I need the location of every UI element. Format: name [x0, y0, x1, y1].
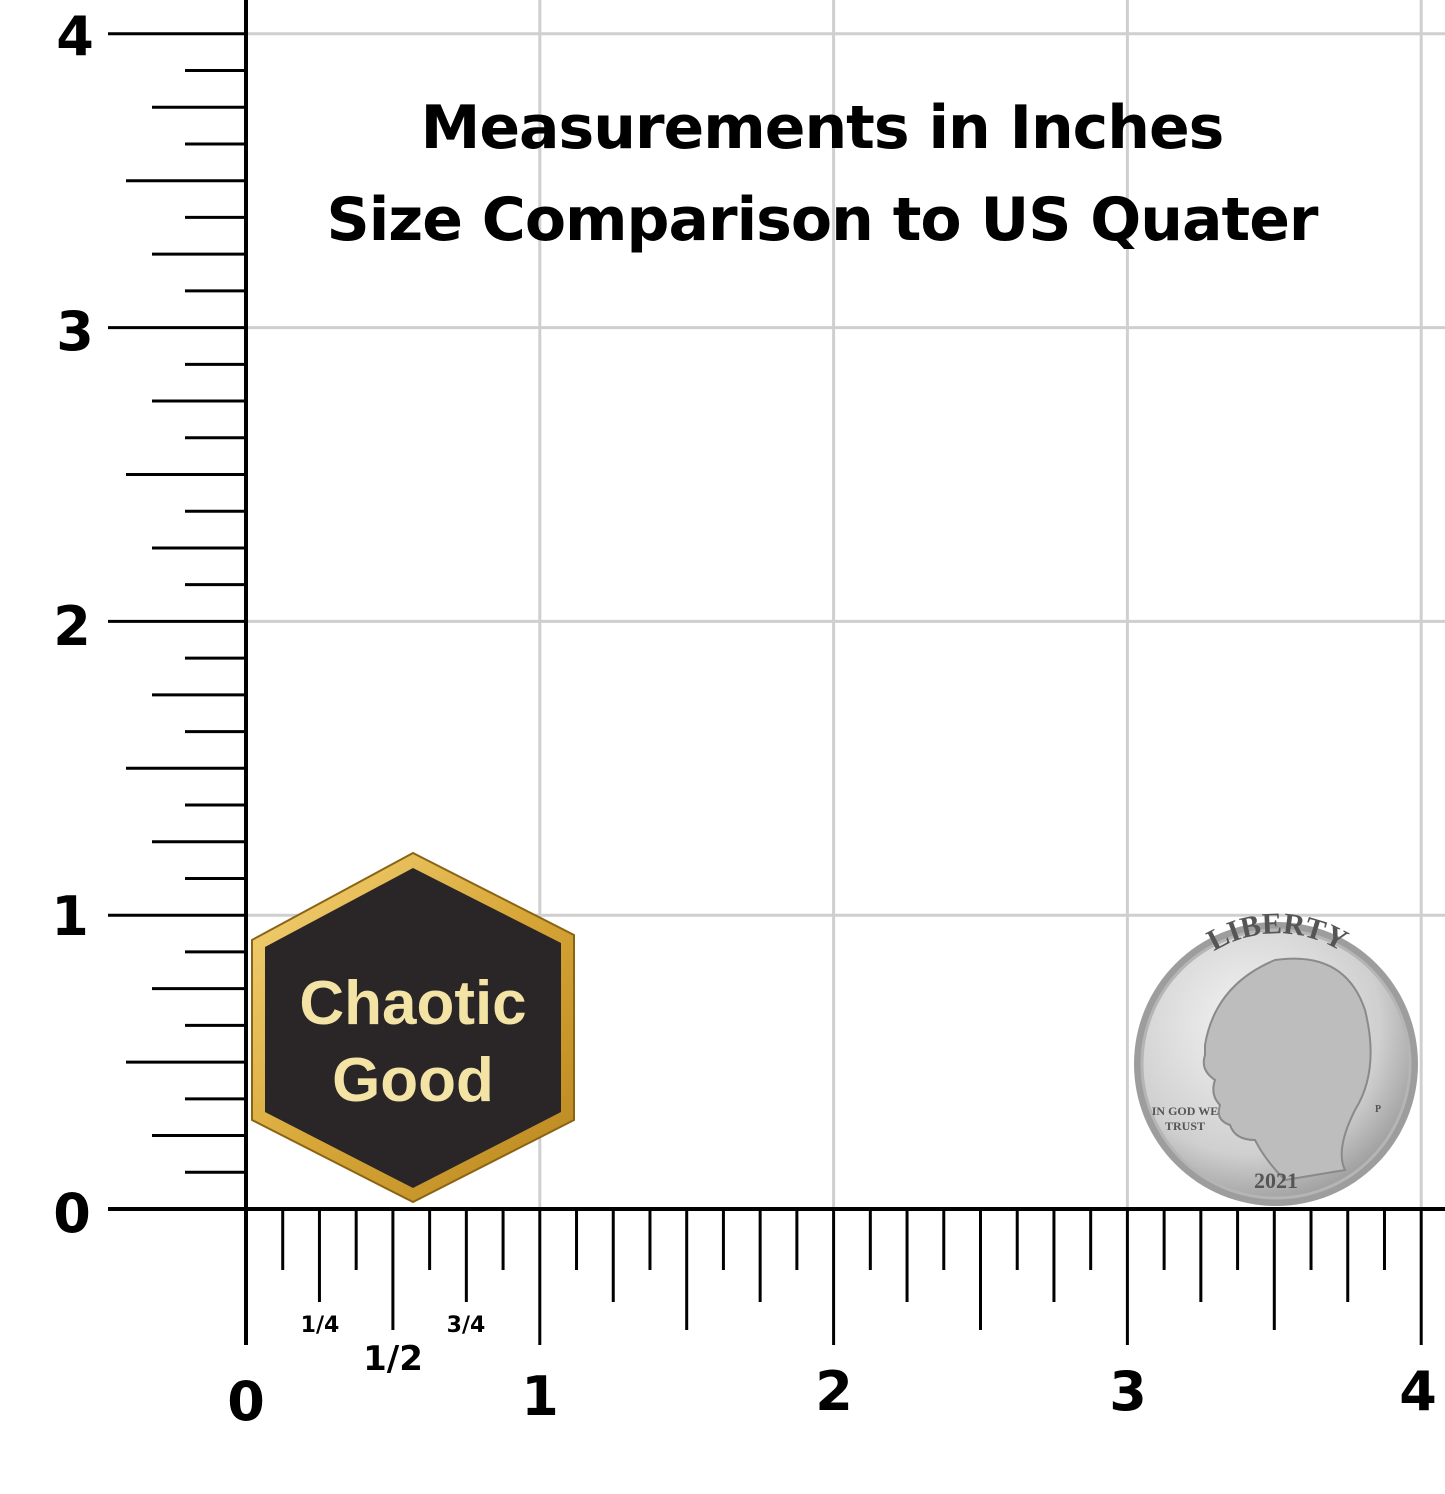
y-label: 3 [56, 300, 94, 363]
x-label: 2 [815, 1360, 853, 1423]
x-label: 0 [227, 1370, 265, 1433]
enamel-pin: Chaotic Good [251, 851, 575, 1204]
quarter-coin: LIBERTY IN GOD WE TRUST 2021 P [1134, 907, 1418, 1206]
pin-text: Good [332, 1046, 494, 1115]
x-label: 1 [521, 1365, 559, 1428]
y-label: 1 [51, 885, 89, 948]
y-label: 2 [53, 595, 91, 658]
pin-text: Chaotic [299, 969, 526, 1038]
pin-face [265, 868, 561, 1188]
fraction-label: 3/4 [447, 1313, 486, 1338]
y-label: 4 [56, 5, 94, 68]
title-line: Measurements in Inches [421, 93, 1224, 163]
fraction-label: 1/4 [301, 1313, 340, 1338]
coin-motto: IN GOD WE [1152, 1104, 1218, 1118]
coin-motto: TRUST [1165, 1119, 1205, 1133]
y-label: 0 [53, 1182, 91, 1245]
coin-mint: P [1375, 1104, 1381, 1115]
x-label: 4 [1399, 1360, 1437, 1423]
title-line: Size Comparison to US Quater [327, 185, 1319, 255]
ruler-ticks [108, 0, 1445, 1345]
portrait [1202, 957, 1372, 1182]
coin-year: 2021 [1254, 1168, 1298, 1193]
fraction-label: 1/2 [363, 1339, 423, 1379]
x-label: 3 [1109, 1360, 1147, 1423]
